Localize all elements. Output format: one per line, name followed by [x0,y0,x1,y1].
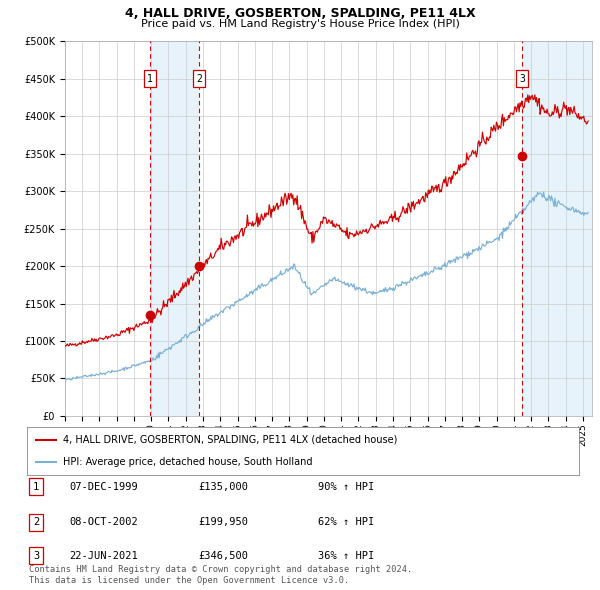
Text: 08-OCT-2002: 08-OCT-2002 [69,517,138,527]
Text: 4, HALL DRIVE, GOSBERTON, SPALDING, PE11 4LX (detached house): 4, HALL DRIVE, GOSBERTON, SPALDING, PE11… [63,435,397,445]
Text: 22-JUN-2021: 22-JUN-2021 [69,551,138,560]
Text: Price paid vs. HM Land Registry's House Price Index (HPI): Price paid vs. HM Land Registry's House … [140,19,460,29]
Text: 1: 1 [33,482,39,491]
Text: 07-DEC-1999: 07-DEC-1999 [69,482,138,491]
Text: 90% ↑ HPI: 90% ↑ HPI [318,482,374,491]
Text: 3: 3 [519,74,525,84]
Text: 62% ↑ HPI: 62% ↑ HPI [318,517,374,527]
Text: HPI: Average price, detached house, South Holland: HPI: Average price, detached house, Sout… [63,457,313,467]
Text: £135,000: £135,000 [198,482,248,491]
Text: 2: 2 [33,517,39,527]
Text: 3: 3 [33,551,39,560]
Text: £199,950: £199,950 [198,517,248,527]
Text: 1: 1 [147,74,153,84]
Text: 2: 2 [196,74,202,84]
Text: 36% ↑ HPI: 36% ↑ HPI [318,551,374,560]
Bar [522,41,592,416]
Text: Contains HM Land Registry data © Crown copyright and database right 2024.: Contains HM Land Registry data © Crown c… [29,565,412,574]
Text: 4, HALL DRIVE, GOSBERTON, SPALDING, PE11 4LX: 4, HALL DRIVE, GOSBERTON, SPALDING, PE11… [125,7,475,20]
Text: £346,500: £346,500 [198,551,248,560]
Text: This data is licensed under the Open Government Licence v3.0.: This data is licensed under the Open Gov… [29,576,349,585]
Bar [150,41,199,416]
